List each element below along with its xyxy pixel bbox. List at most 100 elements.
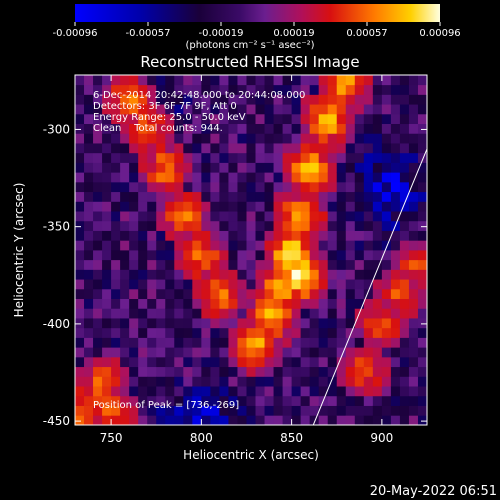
- heatmap-cell: [300, 104, 311, 115]
- heatmap-cell: [120, 211, 130, 222]
- heatmap-cell: [264, 133, 274, 144]
- heatmap-cell: [381, 162, 392, 173]
- heatmap-cell: [192, 113, 202, 125]
- heatmap-cell: [309, 133, 320, 144]
- heatmap-cell: [228, 104, 238, 115]
- heatmap-cell: [201, 250, 211, 261]
- heatmap-cell: [264, 230, 274, 241]
- heatmap-cell: [174, 84, 184, 95]
- heatmap-cell: [363, 347, 374, 358]
- heatmap-cell: [372, 230, 383, 241]
- heatmap-cell: [318, 220, 329, 231]
- heatmap-cell: [129, 318, 139, 329]
- heatmap-cell: [210, 113, 220, 125]
- heatmap-cell: [201, 269, 211, 280]
- heatmap-cell: [246, 94, 256, 105]
- heatmap-cell: [147, 75, 157, 86]
- heatmap-cell: [408, 211, 419, 222]
- heatmap-cell: [408, 191, 419, 202]
- heatmap-cell: [147, 211, 157, 222]
- heatmap-cell: [345, 162, 356, 173]
- heatmap-cell: [138, 211, 148, 222]
- heatmap-cell: [201, 181, 211, 193]
- heatmap-cell: [93, 201, 103, 212]
- heatmap-cell: [111, 308, 121, 319]
- heatmap-cell: [201, 230, 211, 241]
- heatmap-cell: [417, 347, 427, 358]
- heatmap-cell: [372, 395, 383, 406]
- heatmap-cell: [75, 133, 85, 144]
- heatmap-cell: [354, 318, 365, 329]
- heatmap-cell: [291, 104, 302, 115]
- heatmap-cell: [147, 405, 157, 416]
- heatmap-cell: [273, 123, 283, 134]
- heatmap-cell: [363, 75, 374, 86]
- heatmap-cell: [336, 230, 347, 241]
- heatmap-cell: [246, 386, 256, 397]
- heatmap-cell: [417, 220, 427, 231]
- heatmap-cell: [165, 259, 175, 270]
- heatmap-cell: [102, 327, 112, 338]
- heatmap-cell: [156, 143, 166, 154]
- heatmap-cell: [300, 250, 311, 261]
- heatmap-cell: [381, 152, 392, 163]
- heatmap-cell: [264, 269, 274, 280]
- heatmap-cell: [120, 162, 130, 173]
- heatmap-cell: [84, 308, 94, 319]
- heatmap-cell: [363, 386, 374, 397]
- heatmap-cell: [381, 191, 392, 202]
- heatmap-cell: [345, 152, 356, 163]
- heatmap-cell: [372, 318, 383, 329]
- heatmap-cell: [165, 230, 175, 241]
- heatmap-cell: [129, 143, 139, 154]
- heatmap-cell: [246, 395, 256, 406]
- heatmap-cell: [75, 288, 85, 300]
- heatmap-cell: [156, 201, 166, 212]
- heatmap-cell: [381, 298, 392, 309]
- heatmap-cell: [102, 152, 112, 163]
- heatmap-cell: [390, 415, 401, 425]
- heatmap-cell: [201, 113, 211, 125]
- heatmap-cell: [309, 318, 320, 329]
- heatmap-cell: [147, 143, 157, 154]
- heatmap-cell: [111, 152, 121, 163]
- heatmap-cell: [75, 201, 85, 212]
- heatmap-cell: [273, 152, 283, 163]
- heatmap-cell: [120, 181, 130, 193]
- heatmap-cell: [174, 152, 184, 163]
- heatmap-cell: [318, 172, 329, 183]
- heatmap-cell: [264, 113, 274, 125]
- colorbar-unit-label: (photons cm⁻² s⁻¹ asec⁻²): [185, 40, 314, 51]
- heatmap-cell: [327, 318, 338, 329]
- heatmap-cell: [147, 308, 157, 319]
- heatmap-cell: [138, 152, 148, 163]
- heatmap-cell: [228, 240, 238, 251]
- heatmap-cell: [237, 279, 247, 290]
- heatmap-cell: [156, 181, 166, 193]
- heatmap-cell: [363, 308, 374, 319]
- heatmap-cell: [237, 415, 247, 425]
- heatmap-cell: [291, 395, 302, 406]
- heatmap-cell: [102, 104, 112, 115]
- heatmap-cell: [210, 386, 220, 397]
- heatmap-cell: [156, 337, 166, 348]
- heatmap-cell: [282, 366, 293, 377]
- heatmap-cell: [228, 386, 238, 397]
- heatmap-cell: [264, 211, 274, 222]
- heatmap-cell: [192, 279, 202, 290]
- heatmap-cell: [381, 347, 392, 358]
- heatmap-cell: [156, 220, 166, 231]
- heatmap-cell: [219, 415, 229, 425]
- heatmap-cell: [201, 288, 211, 300]
- heatmap-cell: [120, 356, 130, 368]
- heatmap-cell: [300, 84, 311, 95]
- heatmap-cell: [390, 386, 401, 397]
- heatmap-cell: [417, 250, 427, 261]
- heatmap-cell: [381, 75, 392, 86]
- heatmap-cell: [309, 279, 320, 290]
- heatmap-cell: [192, 220, 202, 231]
- heatmap-cell: [75, 104, 85, 115]
- heatmap-cell: [417, 84, 427, 95]
- heatmap-cell: [237, 220, 247, 231]
- heatmap-cell: [183, 318, 193, 329]
